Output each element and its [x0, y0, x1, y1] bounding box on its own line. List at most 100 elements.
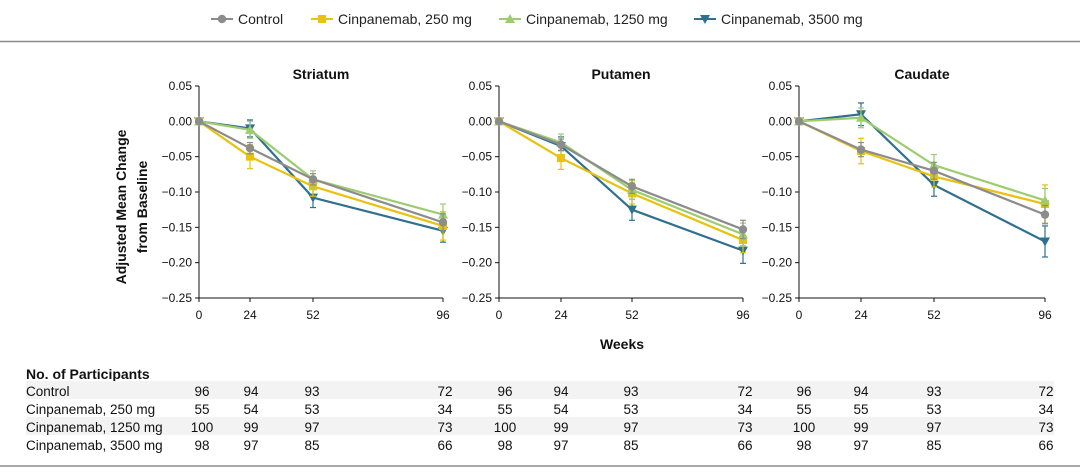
participant-count: 54	[553, 402, 569, 417]
x-tick-label: 24	[854, 308, 868, 322]
y-tick-label: −0.05	[462, 150, 493, 164]
x-tick-label: 96	[1038, 308, 1052, 322]
series-cinpanemab-3500-mg	[194, 117, 448, 243]
participant-count: 96	[497, 384, 512, 399]
legend-marker	[700, 15, 710, 24]
participant-count: 55	[853, 402, 868, 417]
participants-row-label: Cinpanemab, 3500 mg	[26, 438, 163, 453]
series-control	[194, 117, 448, 232]
series-cinpanemab-1250-mg	[194, 116, 448, 226]
participant-count: 55	[194, 402, 209, 417]
legend: Control Cinpanemab, 250 mg Cinpanemab, 125…	[211, 11, 863, 27]
legend-marker	[505, 14, 515, 23]
data-point	[627, 182, 637, 191]
data-point	[1040, 210, 1050, 219]
participant-count: 85	[623, 438, 638, 453]
y-tick-label: −0.20	[462, 256, 493, 270]
data-point	[245, 124, 255, 134]
participant-count: 54	[243, 402, 259, 417]
participant-count: 98	[796, 438, 811, 453]
panel-striatum: Striatum 0.05 0.00 −0.05 −0.10 −0.15 −0.20 −0.2…	[162, 66, 450, 322]
row-shade	[26, 417, 1054, 435]
participants-row-cinpanemab-250-mg: Cinpanemab, 250 mg 55 54 53 34 55 54 53 34 55 55 53…	[26, 402, 1054, 417]
participant-count: 100	[494, 420, 517, 435]
participant-count: 94	[243, 384, 259, 399]
panel-title: Striatum	[293, 66, 350, 82]
data-point	[794, 117, 804, 126]
participant-count: 93	[623, 384, 638, 399]
series-line	[198, 120, 444, 224]
participants-row-cinpanemab-1250-mg: Cinpanemab, 1250 mg 100 99 97 73 100 99 97 73 100…	[26, 417, 1054, 435]
series-line	[498, 120, 744, 236]
data-point	[245, 143, 255, 153]
series-line	[198, 120, 444, 216]
x-tick-label: 0	[796, 308, 803, 322]
x-tick-label: 24	[554, 308, 568, 322]
y-tick-label: −0.20	[162, 256, 193, 270]
participant-count: 96	[194, 384, 209, 399]
series-control	[494, 117, 748, 240]
participant-count: 53	[926, 402, 941, 417]
legend-item-control: Control	[211, 11, 283, 27]
participant-count: 98	[497, 438, 512, 453]
participant-count: 100	[191, 420, 214, 435]
participant-count: 53	[304, 402, 319, 417]
participant-count: 97	[553, 438, 568, 453]
y-tick-label: −0.15	[162, 220, 193, 234]
series-cinpanemab-3500-mg	[494, 117, 748, 264]
data-point	[1040, 237, 1050, 247]
y-tick-label: −0.15	[462, 220, 493, 234]
y-tick-label: −0.20	[762, 256, 793, 270]
participant-count: 97	[853, 438, 868, 453]
series-cinpanemab-3500-mg	[794, 102, 1050, 258]
series-line	[498, 120, 744, 252]
y-tick-label: −0.10	[162, 185, 193, 199]
data-point	[929, 166, 939, 175]
panel-putamen: Putamen 0.05 0.00 −0.05 −0.10 −0.15 −0.20 −0.25…	[462, 66, 750, 322]
participant-count: 98	[194, 438, 209, 453]
participant-count: 66	[437, 438, 452, 453]
legend-item-cinpanemab-3500-mg: Cinpanemab, 3500 mg	[694, 11, 863, 27]
participant-count: 99	[853, 420, 868, 435]
chart-panels: Striatum 0.05 0.00 −0.05 −0.10 −0.15 −0.20 −0.2…	[162, 66, 1052, 322]
series-line	[798, 120, 1046, 206]
x-tick-label: 24	[243, 308, 257, 322]
x-axis-title: Weeks	[600, 336, 644, 352]
participant-count: 53	[623, 402, 638, 417]
x-tick-label: 96	[436, 308, 450, 322]
series-line	[198, 120, 444, 227]
legend-label: Control	[238, 11, 283, 27]
data-point	[438, 218, 448, 227]
participant-count: 34	[437, 402, 453, 417]
series-line	[498, 120, 744, 242]
y-tick-label: 0.05	[469, 79, 493, 93]
series-cinpanemab-250-mg	[795, 117, 1049, 224]
series-line	[498, 120, 744, 231]
x-tick-label: 0	[496, 308, 503, 322]
y-tick-label: 0.05	[169, 79, 193, 93]
y-tick-label: −0.10	[462, 185, 493, 199]
participant-count: 93	[304, 384, 319, 399]
panel-caudate: Caudate 0.05 0.00 −0.05 −0.10 −0.15 −0.20 −0.25…	[762, 66, 1052, 322]
participant-count: 99	[553, 420, 568, 435]
y-tick-label: 0.00	[769, 114, 793, 128]
y-tick-label: −0.25	[162, 291, 193, 305]
x-tick-label: 96	[736, 308, 750, 322]
participant-count: 94	[553, 384, 569, 399]
data-point	[246, 152, 254, 161]
participant-count: 72	[1038, 384, 1053, 399]
panel-title: Putamen	[591, 66, 650, 82]
y-tick-label: −0.05	[762, 150, 793, 164]
y-tick-label: 0.05	[769, 79, 793, 93]
participants-row-label: Control	[26, 384, 70, 399]
y-axis-title-line2: from Baseline	[134, 160, 150, 253]
participant-count: 97	[304, 420, 319, 435]
participant-count: 85	[304, 438, 319, 453]
x-tick-label: 52	[927, 308, 941, 322]
participant-count: 34	[737, 402, 753, 417]
participant-count: 85	[926, 438, 941, 453]
participant-count: 72	[437, 384, 452, 399]
row-shade	[26, 381, 1054, 399]
participant-count: 55	[796, 402, 811, 417]
participant-count: 73	[737, 420, 752, 435]
